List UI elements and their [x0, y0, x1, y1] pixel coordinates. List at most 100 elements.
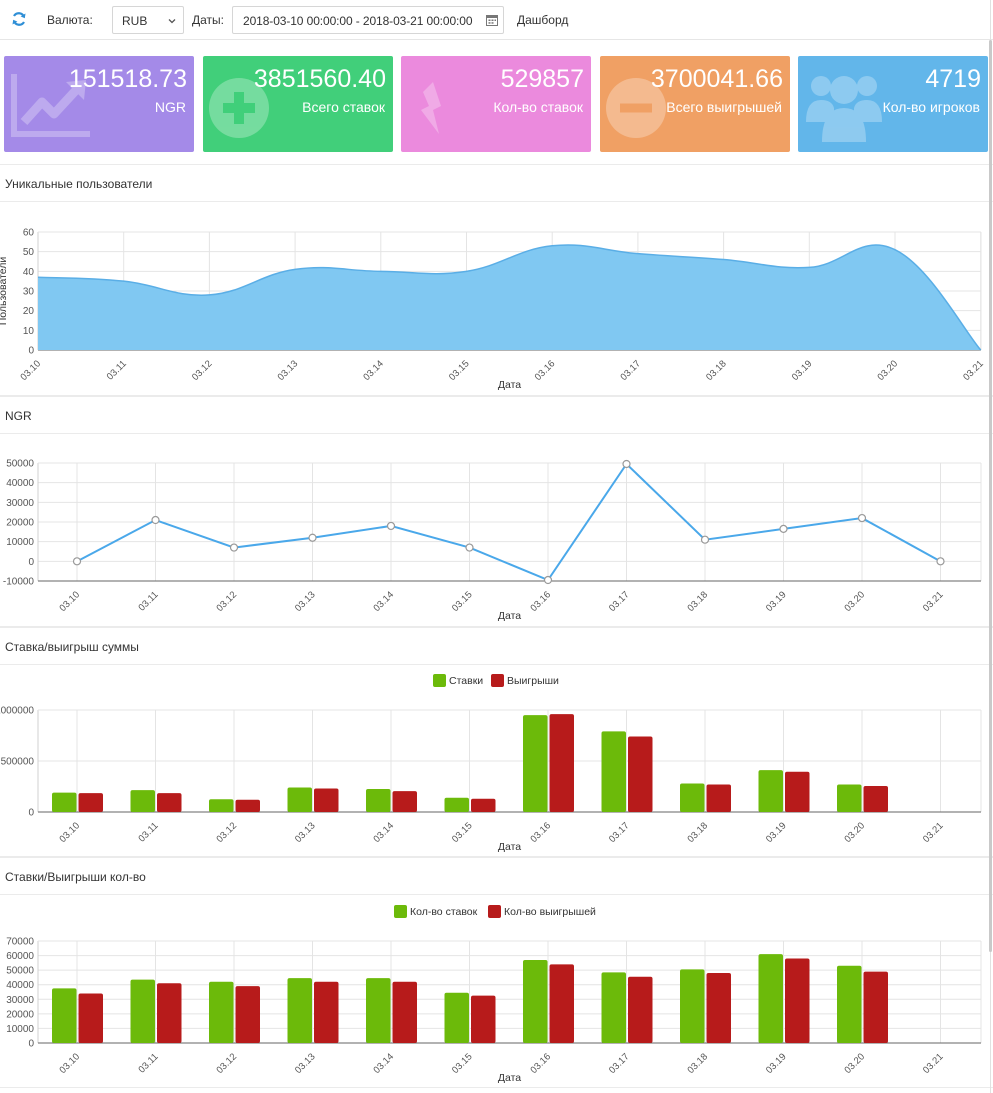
y-tick-label: 10000 [6, 1024, 34, 1035]
bar [471, 798, 496, 812]
bar [209, 981, 234, 1043]
y-tick-label: 0 [28, 808, 34, 819]
bar [52, 792, 77, 812]
bar [314, 981, 339, 1043]
stat-value: 3700041.66 [650, 65, 783, 93]
y-axis-title: Пользователи [0, 257, 9, 326]
date-range-input[interactable]: 2018-03-10 00:00:00 - 2018-03-21 00:00:0… [232, 6, 504, 34]
panel-title: Ставки/Выигрыши кол-во [5, 870, 146, 884]
y-tick-label: 0 [28, 557, 34, 568]
plus-circle-icon [209, 78, 269, 138]
y-tick-label: 20000 [6, 1009, 34, 1020]
stat-value: 4719 [925, 65, 981, 93]
y-tick-label: 50000 [6, 459, 34, 470]
panel-title: NGR [5, 409, 32, 423]
data-point [779, 524, 788, 533]
y-tick-label: 70000 [6, 937, 34, 948]
bar [549, 964, 574, 1043]
x-tick-label: 03.12 [215, 1051, 240, 1076]
bar [680, 969, 705, 1043]
bar [287, 978, 312, 1043]
y-tick-label: 0 [28, 1039, 34, 1050]
panel-header-unique-users: Уникальные пользователи [0, 164, 993, 202]
y-tick-label: 10000 [6, 537, 34, 548]
bar [52, 988, 77, 1043]
currency-select[interactable]: RUB [112, 6, 184, 34]
y-tick-label: 40 [23, 267, 35, 278]
y-tick-label: 500000 [1, 757, 35, 768]
bar [314, 788, 339, 812]
bar [706, 973, 731, 1043]
bar [444, 992, 469, 1043]
data-point [857, 513, 867, 523]
panel-divider [0, 626, 993, 627]
chevron-down-icon [168, 19, 176, 24]
bar [680, 783, 705, 812]
data-point [308, 533, 317, 542]
stat-card-ngr: 151518.73 NGR [4, 56, 194, 152]
bar [549, 714, 574, 812]
legend-label: Кол-во выигрышей [504, 906, 596, 918]
y-tick-label: 50 [23, 247, 35, 258]
stat-card-total-wins: 3700041.66 Всего выигрышей [600, 56, 790, 152]
x-axis-title: Дата [498, 1072, 521, 1084]
bar [78, 993, 103, 1043]
bar [785, 771, 810, 812]
area-line [37, 244, 982, 351]
lightning-icon [421, 82, 441, 134]
stat-label: Всего ставок [302, 99, 385, 115]
y-tick-label: -10000 [3, 577, 35, 588]
stat-label: Кол-во игроков [882, 99, 980, 115]
bar [287, 787, 312, 812]
bar [235, 799, 260, 812]
y-tick-label: 30 [23, 287, 35, 298]
bar [209, 799, 234, 812]
data-point [229, 543, 239, 552]
data-point [72, 557, 82, 566]
bar [523, 715, 548, 812]
x-tick-label: 03.21 [921, 1051, 946, 1076]
bar [758, 954, 783, 1043]
users-icon [806, 76, 882, 142]
y-tick-label: 20000 [6, 518, 34, 529]
panel-divider [0, 1087, 993, 1088]
currency-label: Валюта: [47, 13, 93, 27]
x-tick-label: 03.10 [58, 1051, 83, 1076]
calendar-icon[interactable] [486, 14, 498, 26]
refresh-icon[interactable] [11, 11, 27, 27]
bar [758, 770, 783, 812]
bar [471, 995, 496, 1043]
bar [78, 793, 103, 812]
bar [837, 784, 862, 812]
bar [628, 736, 653, 812]
bar [706, 784, 731, 812]
bar [130, 979, 155, 1043]
date-range-value: 2018-03-10 00:00:00 - 2018-03-21 00:00:0… [243, 14, 473, 28]
x-axis-title: Дата [498, 610, 521, 622]
bar [366, 789, 391, 812]
x-axis-title: Дата [498, 379, 521, 391]
data-point [465, 543, 474, 552]
y-tick-label: 30000 [6, 498, 34, 509]
panel-divider [0, 856, 993, 857]
scrollbar[interactable] [989, 40, 992, 952]
chart-growth-icon [11, 74, 90, 137]
toolbar: Валюта: RUB Даты: 2018-03-10 00:00:00 - … [0, 0, 993, 40]
bar [157, 793, 182, 812]
dashboard-link[interactable]: Дашборд [517, 13, 569, 27]
series-line [76, 462, 941, 582]
stat-card-player-count: 4719 Кол-во игроков [798, 56, 988, 152]
panel-header-ngr: NGR [0, 396, 993, 434]
area-fill [38, 244, 981, 350]
legend-swatch [491, 674, 504, 687]
y-tick-label: 40000 [6, 980, 34, 991]
panel-header-bet-win-sums: Ставка/выигрыш суммы [0, 627, 993, 665]
x-tick-label: 03.14 [372, 1051, 397, 1076]
y-tick-label: 40000 [6, 478, 34, 489]
y-tick-label: 50000 [6, 966, 34, 977]
bar [392, 981, 417, 1043]
panel-title: Уникальные пользователи [5, 177, 153, 191]
